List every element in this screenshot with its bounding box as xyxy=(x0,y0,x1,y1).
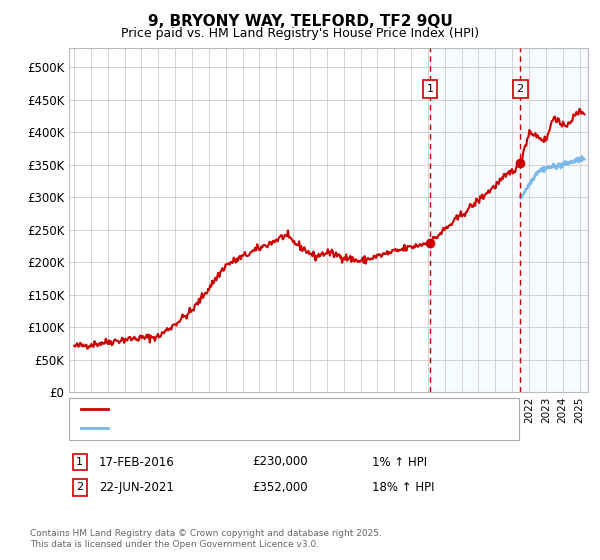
Text: 1: 1 xyxy=(76,457,83,467)
Text: 9, BRYONY WAY, TELFORD, TF2 9QU (detached house): 9, BRYONY WAY, TELFORD, TF2 9QU (detache… xyxy=(114,404,415,414)
Bar xyxy=(430,48,520,392)
Text: 1: 1 xyxy=(427,84,433,94)
Text: Price paid vs. HM Land Registry's House Price Index (HPI): Price paid vs. HM Land Registry's House … xyxy=(121,27,479,40)
Text: £352,000: £352,000 xyxy=(252,480,308,494)
Text: 9, BRYONY WAY, TELFORD, TF2 9QU: 9, BRYONY WAY, TELFORD, TF2 9QU xyxy=(148,14,452,29)
Text: 22-JUN-2021: 22-JUN-2021 xyxy=(99,480,174,494)
Text: 17-FEB-2016: 17-FEB-2016 xyxy=(99,455,175,469)
Text: HPI: Average price, detached house, Telford and Wrekin: HPI: Average price, detached house, Telf… xyxy=(114,423,424,433)
Text: £230,000: £230,000 xyxy=(252,455,308,469)
Text: 2: 2 xyxy=(76,482,83,492)
Text: 18% ↑ HPI: 18% ↑ HPI xyxy=(372,480,434,494)
Text: Contains HM Land Registry data © Crown copyright and database right 2025.
This d: Contains HM Land Registry data © Crown c… xyxy=(30,529,382,549)
Text: 2: 2 xyxy=(517,84,524,94)
Bar xyxy=(520,48,588,392)
Text: 1% ↑ HPI: 1% ↑ HPI xyxy=(372,455,427,469)
